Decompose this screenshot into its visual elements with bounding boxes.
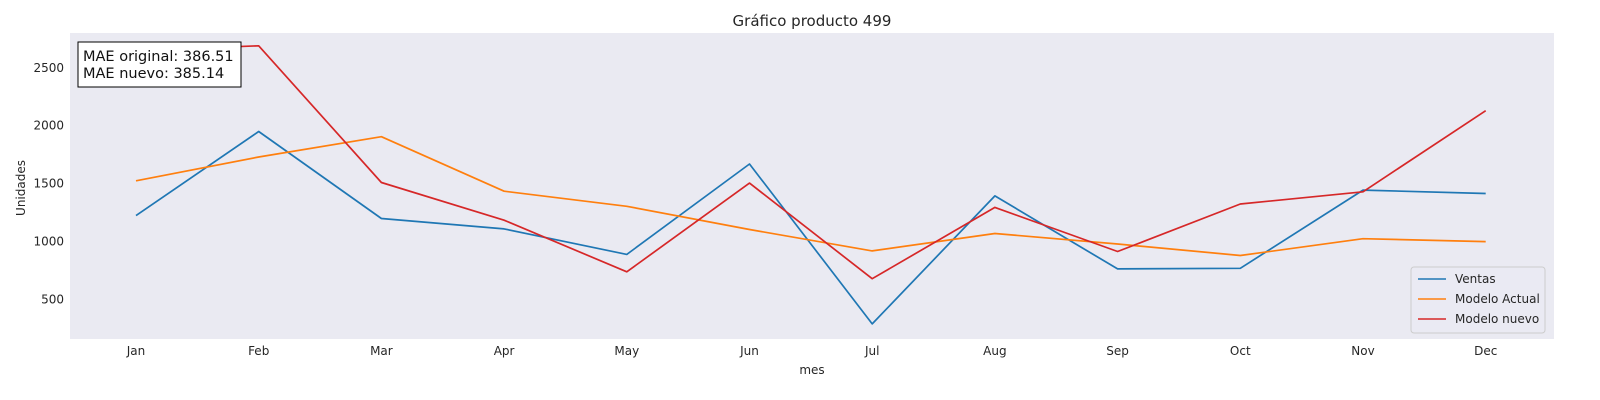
x-axis-ticks: Jan Feb Mar Apr May Jun Jul Aug Sep Oct Nov Dec <box>126 344 1498 358</box>
x-tick-label: Sep <box>1106 344 1129 358</box>
plot-area <box>70 33 1554 339</box>
y-tick-label: 1500 <box>33 177 64 191</box>
x-axis-label: mes <box>799 363 824 377</box>
x-tick-label: Jan <box>126 344 146 358</box>
x-tick-label: Aug <box>983 344 1006 358</box>
legend-label-modelo-actual: Modelo Actual <box>1455 292 1540 306</box>
series-lines <box>135 44 1487 325</box>
chart-title: Gráfico producto 499 <box>733 12 892 30</box>
mae-original-text: MAE original: 386.51 <box>83 49 234 65</box>
y-tick-label: 1000 <box>33 235 64 249</box>
y-tick-label: 2000 <box>33 119 64 133</box>
legend-box <box>1410 266 1546 334</box>
series-line-ventas <box>135 130 1486 325</box>
series-line-modelo-actual <box>135 135 1486 257</box>
x-tick-label: Nov <box>1351 344 1374 358</box>
legend: Ventas Modelo Actual Modelo nuevo <box>1410 266 1546 334</box>
x-tick-label: Feb <box>248 344 269 358</box>
x-tick-label: Oct <box>1230 344 1251 358</box>
mae-nuevo-text: MAE nuevo: 385.14 <box>83 66 224 82</box>
series-line-modelo-nuevo <box>135 44 1487 280</box>
x-tick-label: Jul <box>864 344 879 358</box>
legend-label-modelo-nuevo: Modelo nuevo <box>1455 312 1539 326</box>
x-tick-label: Jun <box>739 344 759 358</box>
y-axis-ticks: 500 1000 1500 2000 2500 <box>33 61 64 307</box>
mae-annotation-box <box>77 41 242 88</box>
mae-annotation: MAE original: 386.51 MAE nuevo: 385.14 <box>77 41 242 88</box>
x-tick-label: Mar <box>370 344 393 358</box>
y-tick-label: 500 <box>41 293 64 307</box>
y-tick-label: 2500 <box>33 61 64 75</box>
legend-label-ventas: Ventas <box>1455 272 1496 286</box>
x-tick-label: Apr <box>494 344 515 358</box>
x-tick-label: May <box>614 344 639 358</box>
y-axis-label: Unidades <box>14 160 28 216</box>
x-tick-label: Dec <box>1474 344 1497 358</box>
